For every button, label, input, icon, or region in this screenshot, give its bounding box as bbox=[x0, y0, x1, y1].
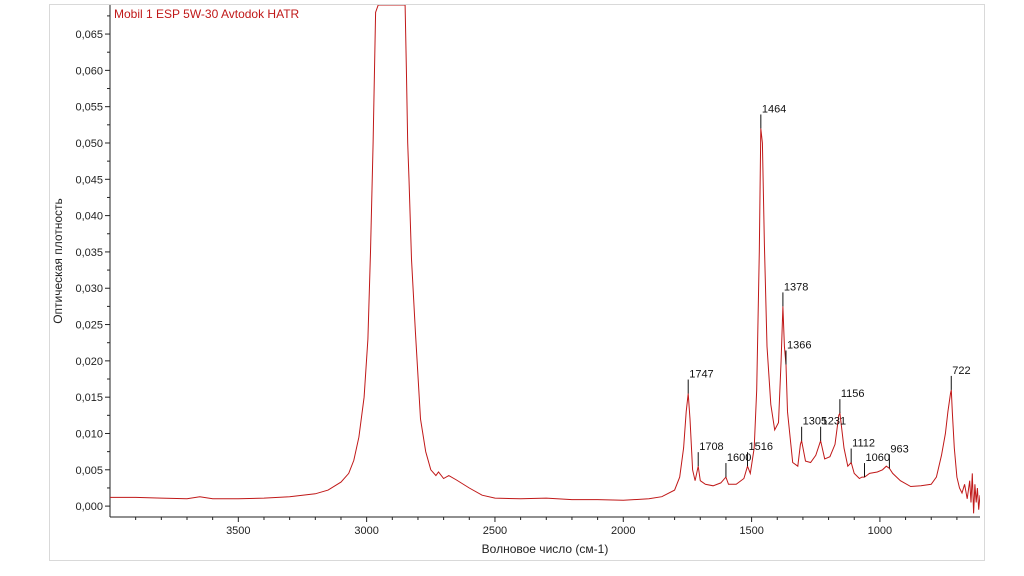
y-axis-label: Оптическая плотность bbox=[51, 198, 65, 324]
x-tick-label: 3000 bbox=[354, 525, 378, 537]
y-tick-label: 0,005 bbox=[75, 465, 103, 477]
y-tick-label: 0,065 bbox=[75, 29, 103, 41]
y-tick-label: 0,045 bbox=[75, 174, 103, 186]
x-axis-label: Волновое число (см-1) bbox=[482, 542, 609, 556]
x-tick-label: 1500 bbox=[739, 525, 763, 537]
y-tick-label: 0,050 bbox=[75, 138, 103, 150]
peak-label: 1156 bbox=[841, 388, 865, 400]
plot-area bbox=[110, 5, 980, 514]
peak-label: 1060 bbox=[866, 452, 890, 464]
peak-label: 722 bbox=[952, 365, 970, 377]
x-tick-label: 2500 bbox=[483, 525, 507, 537]
peak-label: 963 bbox=[890, 443, 908, 455]
peak-label: 1112 bbox=[852, 438, 875, 450]
y-tick-label: 0,030 bbox=[75, 283, 103, 295]
x-tick-label: 2000 bbox=[611, 525, 635, 537]
y-tick-label: 0,010 bbox=[75, 428, 103, 440]
y-tick-label: 0,020 bbox=[75, 356, 103, 368]
axes bbox=[109, 5, 980, 518]
x-tick-label: 1000 bbox=[868, 525, 892, 537]
y-tick-label: 0,000 bbox=[75, 501, 103, 513]
peak-label: 1464 bbox=[762, 103, 786, 115]
chart-frame bbox=[49, 4, 985, 561]
peak-label: 1366 bbox=[787, 339, 811, 351]
y-tick-label: 0,060 bbox=[75, 65, 103, 77]
y-tick-label: 0,025 bbox=[75, 320, 103, 332]
y-tick-label: 0,035 bbox=[75, 247, 103, 259]
y-tick-label: 0,015 bbox=[75, 392, 103, 404]
peak-label: 1305 bbox=[803, 416, 827, 428]
spectrum-line bbox=[110, 5, 980, 514]
chart-title: Mobil 1 ESP 5W-30 Avtodok HATR bbox=[114, 7, 300, 21]
peak-label: 1747 bbox=[689, 369, 713, 381]
y-tick-label: 0,055 bbox=[75, 102, 103, 114]
x-ticks: 3500 3000 2500 2000 1500 1000 bbox=[135, 517, 958, 537]
peak-label: 1516 bbox=[748, 441, 772, 453]
y-tick-label: 0,040 bbox=[75, 211, 103, 223]
x-tick-label: 3500 bbox=[226, 525, 250, 537]
peak-label: 1600 bbox=[727, 452, 751, 464]
peak-label: 1378 bbox=[784, 281, 808, 293]
peak-label: 1708 bbox=[699, 441, 723, 453]
y-ticks: 0,000 0,005 0,010 0,015 0,020 0,025 0,030 0,035… bbox=[75, 15, 110, 513]
peak-label: 1231 bbox=[822, 416, 846, 428]
